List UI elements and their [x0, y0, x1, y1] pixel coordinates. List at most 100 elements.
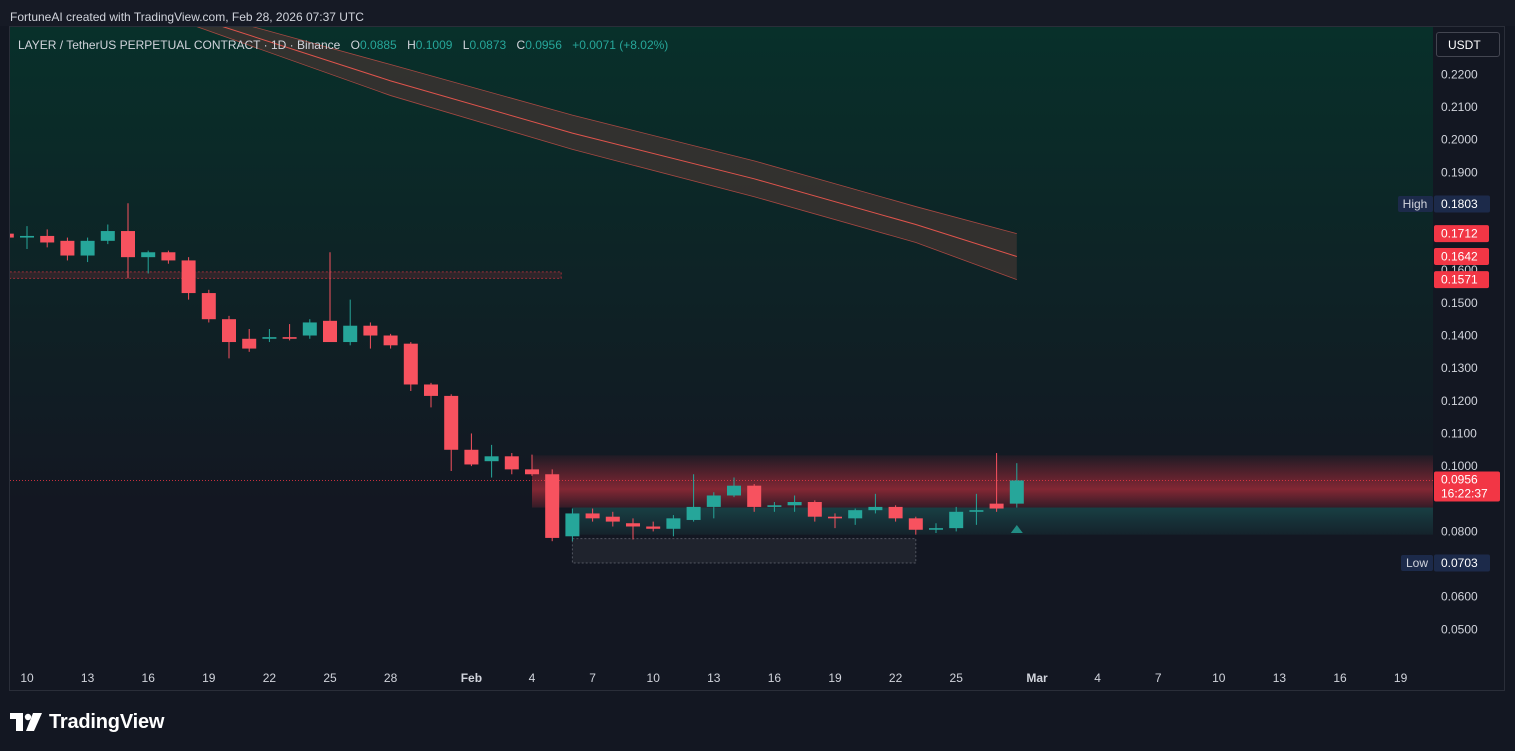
x-axis-tick-label: 10 [1212, 671, 1226, 685]
candle [888, 505, 903, 522]
candle-body [888, 506, 903, 519]
low-range-box [571, 538, 917, 564]
y-axis-tick-label: 0.0500 [1441, 622, 1478, 636]
close-label: C [516, 38, 526, 52]
x-axis-tick-label: 13 [1273, 671, 1287, 685]
y-axis-tick-label: 0.2200 [1441, 67, 1478, 81]
low-price-value: 0.0703 [1441, 556, 1478, 570]
candle [585, 508, 600, 522]
candle [565, 508, 580, 542]
candle [727, 477, 741, 498]
candle-body [949, 511, 964, 529]
candle [40, 229, 55, 248]
candle-body [161, 252, 176, 261]
y-axis-tick-label: 0.1200 [1441, 394, 1478, 408]
candle-body [403, 343, 418, 385]
high-price-value: 0.1803 [1441, 197, 1478, 211]
candle [949, 506, 964, 532]
candle [504, 453, 519, 475]
declining-band-upper [252, 27, 1017, 235]
candle-body [20, 235, 34, 238]
candle-body [100, 231, 115, 241]
low-label-bg [1401, 555, 1433, 572]
candle [626, 518, 640, 540]
x-axis-tick-label: 19 [202, 671, 216, 685]
candle [525, 454, 539, 476]
candle-body [565, 513, 580, 537]
candle-body [60, 240, 75, 256]
candle-body [525, 469, 539, 475]
candle-body [464, 449, 479, 465]
candle [989, 453, 1004, 512]
symbol-legend: LAYER / TetherUS PERPETUAL CONTRACT · 1D… [18, 38, 668, 52]
attribution-bar: FortuneAI created with TradingView.com, … [0, 0, 1515, 26]
chart-pane-background [10, 27, 1433, 661]
candle-body [222, 319, 236, 343]
candle [80, 237, 95, 263]
candle [545, 469, 560, 542]
candle-body [605, 516, 620, 522]
candle-body [807, 502, 822, 517]
candle-body [666, 518, 681, 529]
candle-body [121, 231, 135, 258]
candle [828, 513, 842, 529]
candle [403, 342, 418, 392]
y-axis-tick-label: 0.2000 [1441, 133, 1478, 147]
low-price-badge-bg [1434, 554, 1490, 572]
x-axis-tick-label: 13 [707, 671, 721, 685]
x-axis-tick-label: 10 [647, 671, 661, 685]
candle-body [585, 513, 600, 519]
y-axis-tick-label: 0.1000 [1441, 459, 1478, 473]
y-axis-tick-label: 0.2100 [1441, 100, 1478, 114]
candle-body [686, 506, 701, 520]
x-axis-tick-label: 7 [1155, 671, 1162, 685]
candle-body [767, 505, 782, 507]
candle-body [141, 252, 156, 258]
candle-body [363, 325, 378, 336]
y-axis-tick-label: 0.1500 [1441, 296, 1478, 310]
candle-body [40, 235, 55, 243]
x-axis-tick-label: 19 [828, 671, 842, 685]
candle [242, 328, 257, 352]
candle-body [828, 516, 842, 519]
declining-band-fill [197, 27, 1017, 280]
candle [60, 237, 75, 261]
x-axis-tick-label: 7 [589, 671, 596, 685]
tradingview-logo-icon [10, 713, 42, 731]
alert-marker-icon [1010, 525, 1023, 534]
candle-body [1009, 480, 1024, 504]
y-axis-tick-label: 0.1100 [1441, 426, 1477, 440]
declining-band-lower [196, 27, 1017, 281]
x-axis-tick-label: 28 [384, 671, 398, 685]
candle-body [343, 325, 358, 343]
candle-body [484, 456, 499, 462]
candle [20, 226, 34, 249]
candle [908, 516, 923, 535]
tradingview-footer: TradingView [10, 708, 164, 736]
candle [686, 474, 701, 522]
candle [929, 523, 943, 534]
candle-body [969, 510, 984, 512]
candle-body [504, 456, 519, 470]
declining-band-mid [222, 27, 1017, 257]
x-axis-tick-label: 16 [768, 671, 782, 685]
candle [363, 322, 378, 349]
bar-countdown: 16:22:37 [1441, 486, 1488, 500]
candle [181, 257, 196, 300]
candle [1009, 463, 1024, 508]
supply-zone [532, 455, 1433, 508]
x-axis-tick-label: 22 [263, 671, 277, 685]
currency-button[interactable]: USDT [1436, 32, 1500, 57]
high-label-bg [1398, 195, 1433, 212]
candle-body [929, 528, 943, 530]
x-axis-tick-label: 22 [889, 671, 903, 685]
candle [605, 511, 620, 527]
candle [343, 299, 358, 346]
candle [969, 493, 984, 525]
candle [424, 382, 438, 408]
high-label: High [1403, 197, 1428, 211]
candle-body [323, 320, 337, 343]
x-axis-tick-label: 25 [323, 671, 337, 685]
band-price-value: 0.1712 [1441, 227, 1478, 241]
